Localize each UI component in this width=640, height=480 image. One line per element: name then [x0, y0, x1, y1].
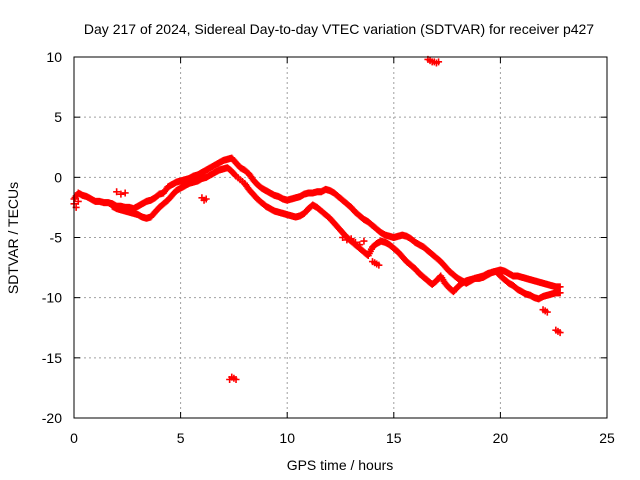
data-point — [356, 241, 364, 249]
data-point — [556, 329, 564, 337]
data-point — [113, 188, 121, 196]
data-point — [556, 289, 564, 297]
data-point — [343, 236, 351, 244]
data-point — [202, 195, 210, 203]
data-point — [375, 261, 383, 269]
data-point — [339, 234, 347, 241]
x-tick-label: 10 — [279, 430, 295, 446]
data-points — [70, 55, 564, 383]
y-tick-label: 10 — [46, 49, 62, 65]
y-tick-label: 5 — [54, 109, 62, 125]
data-point — [543, 308, 551, 316]
data-point — [556, 283, 564, 291]
data-point — [117, 190, 125, 198]
y-tick-label: -5 — [50, 230, 63, 246]
x-tick-label: 20 — [493, 430, 509, 446]
data-point — [121, 189, 129, 197]
y-tick-label: -15 — [42, 350, 62, 366]
y-axis-label: SDTVAR / TECUs — [5, 182, 21, 294]
x-tick-label: 15 — [386, 430, 402, 446]
axis-ticks — [73, 56, 608, 419]
x-tick-label: 5 — [177, 430, 185, 446]
y-tick-label: -20 — [42, 410, 62, 426]
y-tick-label: -10 — [42, 290, 62, 306]
y-tick-labels: -20 -15 -10 -5 0 5 10 — [42, 49, 62, 426]
data-point — [351, 238, 359, 246]
x-tick-label: 0 — [70, 430, 78, 446]
data-point — [232, 375, 240, 383]
data-point — [347, 235, 355, 243]
x-tick-label: 25 — [599, 430, 615, 446]
y-tick-label: 0 — [54, 169, 62, 185]
data-point — [74, 197, 82, 205]
chart-title: Day 217 of 2024, Sidereal Day-to-day VTE… — [84, 21, 594, 37]
x-axis-label: GPS time / hours — [287, 457, 394, 473]
data-point — [360, 237, 368, 245]
x-tick-labels: 0 5 10 15 20 25 — [70, 430, 615, 446]
data-point — [435, 58, 443, 66]
